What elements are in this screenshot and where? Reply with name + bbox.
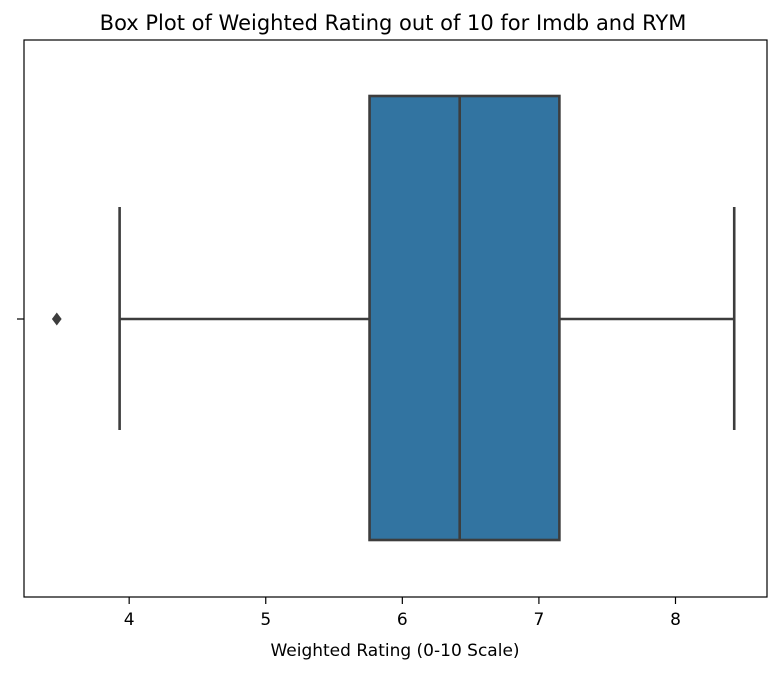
x-tick-label: 5 [260,610,271,630]
x-tick-label: 8 [670,610,681,630]
x-tick-label: 4 [124,610,135,630]
x-tick-label: 6 [397,610,408,630]
plot-area: 4 5 6 7 8 [17,39,768,630]
interquartile-box [368,94,561,542]
x-axis-label: Weighted Rating (0-10 Scale) [270,641,519,661]
outlier-point [51,312,62,326]
x-tick-label: 7 [533,610,544,630]
chart-title: Box Plot of Weighted Rating out of 10 fo… [100,11,687,35]
